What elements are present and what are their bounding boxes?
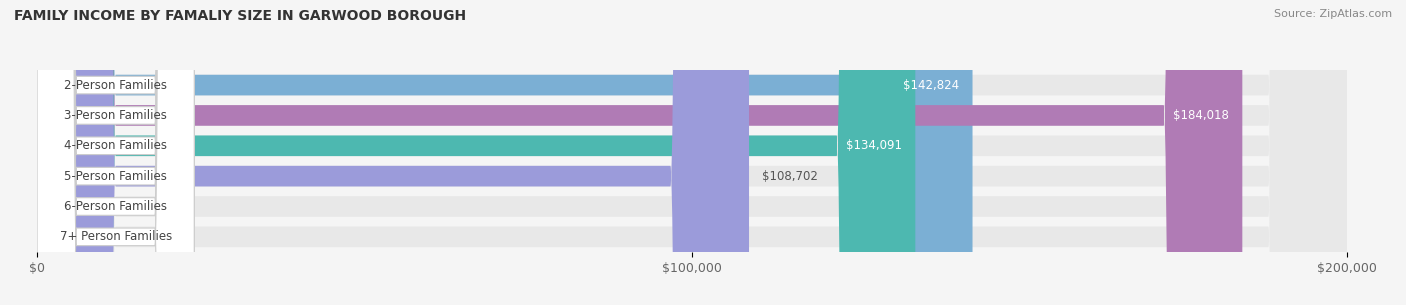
Text: $108,702: $108,702 xyxy=(762,170,818,183)
FancyBboxPatch shape xyxy=(37,0,194,305)
Text: FAMILY INCOME BY FAMALIY SIZE IN GARWOOD BOROUGH: FAMILY INCOME BY FAMALIY SIZE IN GARWOOD… xyxy=(14,9,467,23)
FancyBboxPatch shape xyxy=(37,0,1347,305)
Text: 7+ Person Families: 7+ Person Families xyxy=(59,230,172,243)
Text: $0: $0 xyxy=(56,200,72,213)
FancyBboxPatch shape xyxy=(37,0,1243,305)
FancyBboxPatch shape xyxy=(37,0,1347,305)
FancyBboxPatch shape xyxy=(37,0,1347,305)
Text: $184,018: $184,018 xyxy=(1174,109,1229,122)
Text: 2-Person Families: 2-Person Families xyxy=(65,79,167,92)
Text: $0: $0 xyxy=(56,230,72,243)
Text: $134,091: $134,091 xyxy=(846,139,903,152)
FancyBboxPatch shape xyxy=(37,0,194,305)
Text: 3-Person Families: 3-Person Families xyxy=(65,109,167,122)
FancyBboxPatch shape xyxy=(37,0,915,305)
Text: $142,824: $142,824 xyxy=(903,79,959,92)
FancyBboxPatch shape xyxy=(37,0,1347,305)
Text: Source: ZipAtlas.com: Source: ZipAtlas.com xyxy=(1274,9,1392,19)
FancyBboxPatch shape xyxy=(37,0,194,305)
FancyBboxPatch shape xyxy=(37,0,749,305)
Text: 5-Person Families: 5-Person Families xyxy=(65,170,167,183)
FancyBboxPatch shape xyxy=(37,0,194,305)
Text: 4-Person Families: 4-Person Families xyxy=(65,139,167,152)
FancyBboxPatch shape xyxy=(37,0,1347,305)
FancyBboxPatch shape xyxy=(37,0,194,305)
Text: 6-Person Families: 6-Person Families xyxy=(65,200,167,213)
FancyBboxPatch shape xyxy=(37,0,1347,305)
FancyBboxPatch shape xyxy=(37,0,194,305)
FancyBboxPatch shape xyxy=(37,0,973,305)
